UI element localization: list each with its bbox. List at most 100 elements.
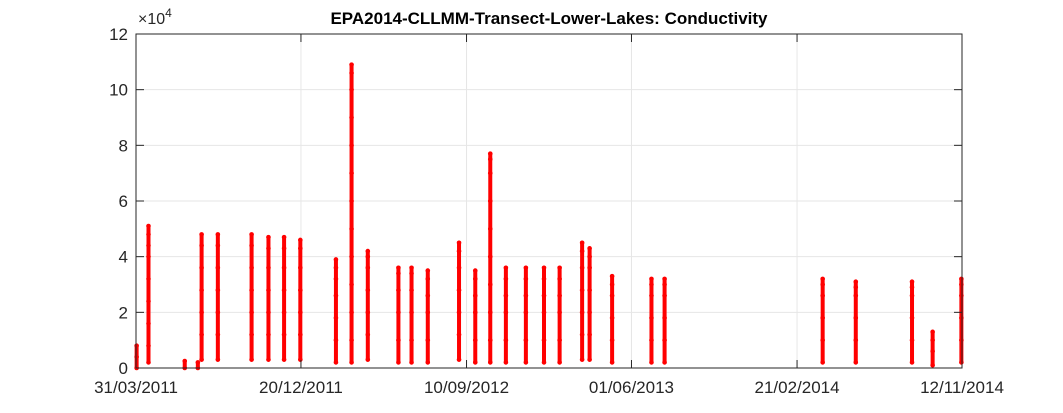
data-point <box>649 315 654 321</box>
y-tick-label: 4 <box>119 248 128 267</box>
data-point <box>199 243 204 248</box>
data-point <box>199 332 204 337</box>
data-point <box>349 226 354 232</box>
data-point <box>587 254 592 259</box>
data-point <box>503 310 509 315</box>
data-point <box>409 337 414 343</box>
data-point <box>349 62 354 67</box>
data-point <box>146 321 151 326</box>
data-point <box>409 265 414 271</box>
data-point <box>298 357 303 362</box>
data-point <box>215 243 221 248</box>
data-point <box>853 293 859 298</box>
data-point <box>587 357 592 362</box>
data-point <box>266 287 271 293</box>
data-point <box>146 343 151 349</box>
data-point <box>609 273 615 279</box>
data-point <box>396 360 401 365</box>
data-point <box>349 254 354 259</box>
data-point <box>820 360 825 365</box>
data-point <box>487 156 493 162</box>
data-point <box>349 87 354 92</box>
y-exponent-label: ×104 <box>138 6 172 28</box>
data-point <box>579 265 585 271</box>
data-point <box>503 360 509 365</box>
data-point <box>472 310 478 315</box>
data-point <box>487 151 493 156</box>
data-point <box>487 226 493 232</box>
data-point <box>266 234 271 240</box>
data-point <box>487 198 493 204</box>
data-point <box>541 360 547 365</box>
data-points <box>134 62 964 371</box>
data-point <box>456 265 462 271</box>
data-point <box>587 287 592 293</box>
x-tick-label: 31/03/2011 <box>94 378 178 397</box>
data-point <box>425 276 431 282</box>
y-tick-label: 6 <box>119 192 128 211</box>
data-point <box>266 332 271 337</box>
data-point <box>298 237 303 243</box>
data-point <box>579 357 585 362</box>
data-point <box>579 310 585 315</box>
data-point <box>134 343 139 349</box>
data-point <box>662 293 667 298</box>
x-tick-label: 01/06/2013 <box>589 378 674 397</box>
data-point <box>146 276 151 282</box>
y-tick-label: 10 <box>109 81 128 100</box>
data-point <box>909 360 915 365</box>
data-point <box>579 287 585 293</box>
data-point <box>557 265 562 271</box>
data-point <box>349 115 354 120</box>
data-point <box>557 337 562 343</box>
data-point <box>146 298 151 304</box>
data-point <box>365 332 371 337</box>
data-point <box>365 248 371 254</box>
data-point <box>649 360 654 365</box>
data-point <box>959 282 964 287</box>
data-point <box>266 246 271 251</box>
data-point <box>409 271 414 276</box>
data-point <box>215 232 221 237</box>
data-point <box>853 279 859 285</box>
data-point <box>609 282 615 287</box>
x-tick-label: 10/09/2012 <box>424 378 509 397</box>
y-exponent-power: 4 <box>165 6 172 20</box>
x-tick-label: 12/11/2014 <box>920 378 1004 397</box>
data-point <box>409 287 414 293</box>
data-point <box>266 357 271 362</box>
data-point <box>333 337 339 343</box>
data-point <box>557 276 562 282</box>
data-point <box>365 310 371 315</box>
data-point <box>503 276 509 282</box>
data-point <box>909 293 915 298</box>
data-point <box>333 360 339 365</box>
data-point <box>959 360 964 365</box>
data-point <box>853 284 859 290</box>
axis-ticks <box>135 33 963 369</box>
data-point <box>298 310 303 315</box>
data-point <box>609 337 615 343</box>
data-point <box>523 265 529 271</box>
data-point <box>587 246 592 251</box>
data-point <box>541 293 547 298</box>
data-point <box>959 276 964 282</box>
data-point <box>587 332 592 337</box>
data-point <box>396 287 401 293</box>
data-point <box>853 315 859 321</box>
data-point <box>523 360 529 365</box>
data-point <box>930 362 935 368</box>
data-point <box>456 332 462 337</box>
data-point <box>609 315 615 321</box>
data-point <box>930 329 935 335</box>
chart-title: EPA2014-CLLMM-Transect-Lower-Lakes: Cond… <box>330 9 768 28</box>
data-point <box>249 265 254 271</box>
data-point <box>662 360 667 365</box>
data-point <box>333 276 339 282</box>
data-point <box>349 198 354 204</box>
data-point <box>266 310 271 315</box>
data-point <box>541 337 547 343</box>
data-point <box>281 246 287 251</box>
data-point <box>333 315 339 321</box>
data-point <box>396 337 401 343</box>
